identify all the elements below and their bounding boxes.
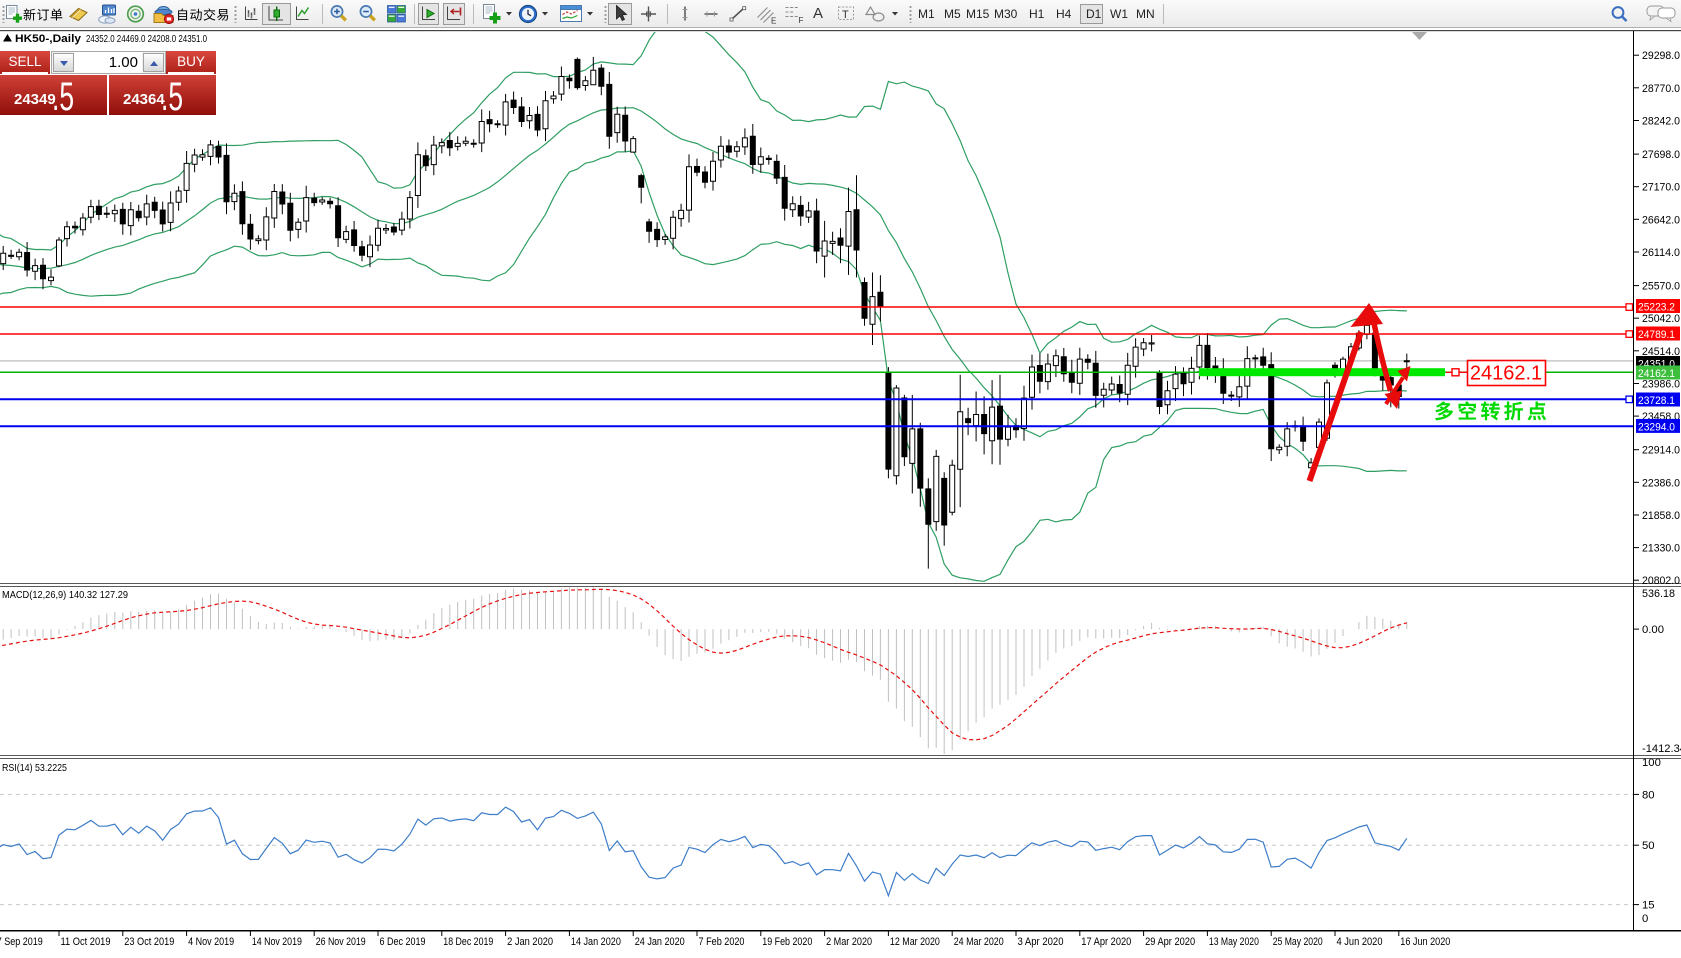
- svg-text:24162.1: 24162.1: [1470, 363, 1542, 385]
- svg-text:25042.0: 25042.0: [1642, 313, 1680, 325]
- svg-text:MACD(12,26,9) 140.32 127.29: MACD(12,26,9) 140.32 127.29: [2, 589, 128, 601]
- svg-text:12 Mar 2020: 12 Mar 2020: [890, 936, 940, 948]
- svg-text:27170.0: 27170.0: [1642, 182, 1680, 194]
- svg-text:25570.0: 25570.0: [1642, 281, 1680, 293]
- svg-text:23 Oct 2019: 23 Oct 2019: [124, 936, 174, 948]
- svg-text:25 May 2020: 25 May 2020: [1273, 936, 1323, 948]
- svg-text:6 Dec 2019: 6 Dec 2019: [380, 936, 426, 948]
- svg-text:19 Feb 2020: 19 Feb 2020: [762, 936, 812, 948]
- svg-text:18 Dec 2019: 18 Dec 2019: [443, 936, 493, 948]
- svg-text:25223.2: 25223.2: [1638, 302, 1675, 314]
- svg-text:4 Jun 2020: 4 Jun 2020: [1337, 936, 1383, 948]
- svg-text:100: 100: [1642, 757, 1661, 769]
- svg-text:80: 80: [1642, 789, 1655, 801]
- svg-text:20802.0: 20802.0: [1642, 575, 1680, 587]
- svg-text:26 Nov 2019: 26 Nov 2019: [316, 936, 366, 948]
- svg-text:4 Nov 2019: 4 Nov 2019: [188, 936, 234, 948]
- svg-text:HK50-,Daily: HK50-,Daily: [15, 33, 82, 45]
- svg-text:2 Jan 2020: 2 Jan 2020: [507, 936, 553, 948]
- svg-text:-1412.34: -1412.34: [1642, 743, 1681, 755]
- svg-text:16 Jun 2020: 16 Jun 2020: [1400, 936, 1450, 948]
- svg-text:28770.0: 28770.0: [1642, 83, 1680, 95]
- svg-text:11 Oct 2019: 11 Oct 2019: [61, 936, 111, 948]
- svg-text:14 Jan 2020: 14 Jan 2020: [571, 936, 621, 948]
- svg-text:29 Apr 2020: 29 Apr 2020: [1145, 936, 1195, 948]
- svg-text:3 Apr 2020: 3 Apr 2020: [1018, 936, 1064, 948]
- svg-text:50: 50: [1642, 840, 1655, 852]
- svg-text:F: F: [799, 16, 804, 24]
- svg-text:24789.1: 24789.1: [1638, 329, 1675, 341]
- svg-text:24 Mar 2020: 24 Mar 2020: [954, 936, 1004, 948]
- svg-text:17 Apr 2020: 17 Apr 2020: [1081, 936, 1131, 948]
- svg-text:22914.0: 22914.0: [1642, 445, 1680, 457]
- svg-text:24514.0: 24514.0: [1642, 346, 1680, 358]
- svg-text:26114.0: 26114.0: [1642, 247, 1680, 259]
- svg-text:22386.0: 22386.0: [1642, 477, 1680, 489]
- svg-text:26642.0: 26642.0: [1642, 214, 1680, 226]
- svg-text:23986.0: 23986.0: [1642, 379, 1680, 391]
- svg-text:0.00: 0.00: [1642, 624, 1664, 636]
- svg-text:14 Nov 2019: 14 Nov 2019: [252, 936, 302, 948]
- svg-text:24352.0 24469.0 24208.0 24351.: 24352.0 24469.0 24208.0 24351.0: [86, 33, 207, 45]
- svg-text:28242.0: 28242.0: [1642, 116, 1680, 128]
- svg-text:29298.0: 29298.0: [1642, 50, 1680, 62]
- svg-text:E: E: [771, 17, 776, 25]
- svg-text:RSI(14) 53.2225: RSI(14) 53.2225: [2, 762, 67, 774]
- svg-text:536.18: 536.18: [1642, 588, 1675, 600]
- svg-text:27698.0: 27698.0: [1642, 149, 1680, 161]
- svg-text:0: 0: [1642, 913, 1648, 925]
- svg-text:21330.0: 21330.0: [1642, 543, 1680, 555]
- svg-text:24 Jan 2020: 24 Jan 2020: [635, 936, 685, 948]
- svg-text:2 Mar 2020: 2 Mar 2020: [826, 936, 872, 948]
- svg-text:13 May 2020: 13 May 2020: [1209, 936, 1259, 948]
- svg-text:T: T: [842, 9, 849, 21]
- svg-text:23728.1: 23728.1: [1638, 395, 1675, 407]
- svg-text:23294.0: 23294.0: [1638, 421, 1675, 433]
- svg-text:15: 15: [1642, 900, 1655, 912]
- svg-text:21858.0: 21858.0: [1642, 510, 1680, 522]
- svg-text:7 Sep 2019: 7 Sep 2019: [0, 936, 43, 948]
- svg-text:7 Feb 2020: 7 Feb 2020: [699, 936, 745, 948]
- svg-text:24162.1: 24162.1: [1638, 368, 1675, 380]
